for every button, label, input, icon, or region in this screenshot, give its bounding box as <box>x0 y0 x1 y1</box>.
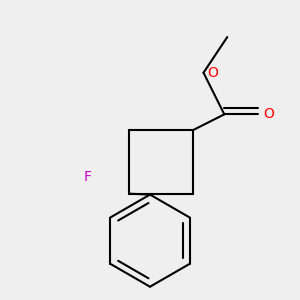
Text: O: O <box>263 107 274 121</box>
Text: O: O <box>207 66 218 80</box>
Text: F: F <box>84 170 92 184</box>
